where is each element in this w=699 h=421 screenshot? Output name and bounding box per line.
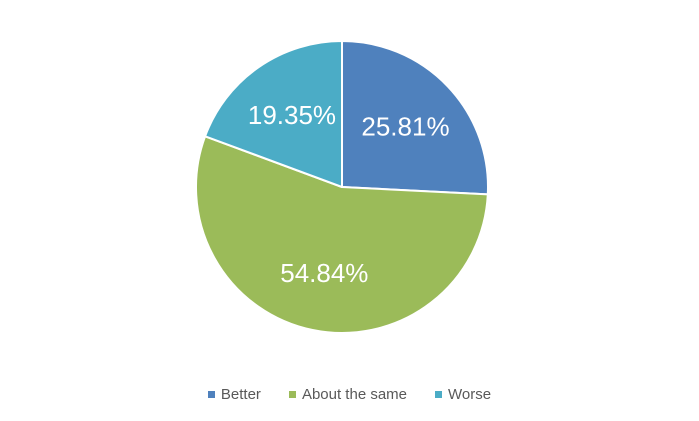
legend-label-worse: Worse <box>448 386 492 403</box>
pie-slice-worse <box>204 40 343 188</box>
pie-slice-about-the-same <box>195 135 489 334</box>
pie-plot-area: 25.81% 54.84% 19.35% <box>195 40 489 334</box>
legend-swatch-worse <box>435 391 443 398</box>
legend-label-better: Better <box>220 386 261 403</box>
legend-item-better: Better <box>207 386 261 403</box>
legend-item-about-the-same: About the same <box>288 386 408 403</box>
legend-item-worse: Worse <box>435 386 491 403</box>
data-label-about-the-same: 54.84% <box>280 258 368 288</box>
legend-label-about-the-same: About the same <box>301 386 408 403</box>
legend-swatch-about-the-same <box>288 391 296 398</box>
data-label-better: 25.81% <box>361 112 449 142</box>
data-label-worse: 19.35% <box>248 100 336 130</box>
legend-swatch-better <box>207 391 215 398</box>
legend: Better About the same Worse <box>0 386 699 403</box>
pie-slice-better <box>341 40 489 196</box>
